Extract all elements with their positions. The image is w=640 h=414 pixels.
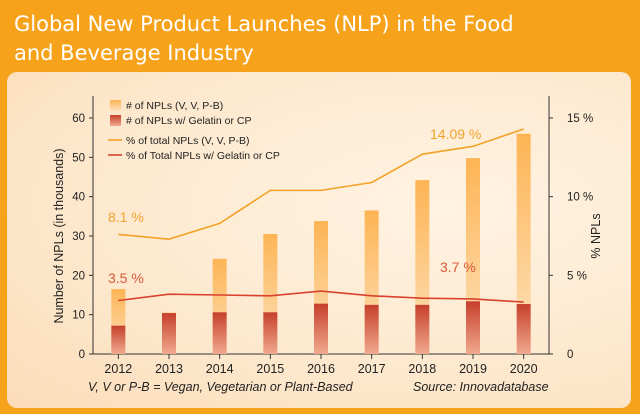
- chart-title-line-1: Global New Product Launches (NLP) in the…: [14, 12, 514, 36]
- source-note: Source: Innovadatabase: [413, 380, 549, 394]
- legend-swatch-gelatin: [110, 115, 121, 126]
- legend-label-gelatin-percent: % of Total NPLs w/ Gelatin or CP: [126, 150, 280, 162]
- annotation-vvpb-end: 14.09 %: [430, 126, 481, 142]
- bar-gelatin: [162, 313, 176, 354]
- y-tick-label: 10: [72, 310, 85, 322]
- line-vvpb-percent: [118, 128, 524, 240]
- x-tick-label: 2016: [307, 362, 335, 376]
- y2-tick-label: 5 %: [567, 270, 587, 282]
- x-tick-label: 2020: [510, 362, 538, 376]
- bar-gelatin: [111, 325, 126, 354]
- x-tick-label: 2017: [358, 362, 386, 376]
- legend-label-vvpb-percent: % of total NPLs (V, V, P-B): [126, 135, 250, 147]
- y2-axis-title: % NPLs: [589, 213, 603, 258]
- annotation-gelatin-start: 3.5 %: [108, 270, 144, 286]
- bar-gelatin: [364, 304, 379, 354]
- x-tick-label: 2013: [155, 362, 183, 376]
- y-tick-label: 30: [72, 231, 85, 243]
- bar-gelatin: [466, 301, 480, 354]
- x-tick-label: 2018: [408, 362, 436, 376]
- y2-tick-label: 10 %: [567, 192, 593, 204]
- bar-gelatin: [263, 312, 278, 354]
- chart-title: Global New Product Launches (NLP) in the…: [14, 10, 614, 68]
- x-tick-label: 2014: [206, 362, 234, 376]
- bar-vvpb: [516, 133, 531, 354]
- y-tick-label: 20: [72, 270, 85, 282]
- annotation-gelatin-end: 3.7 %: [440, 259, 476, 275]
- chart-title-line-2: and Beverage Industry: [14, 41, 254, 65]
- y-tick-label: 40: [72, 192, 85, 204]
- footnote: V, V or P-B = Vegan, Vegetarian or Plant…: [88, 380, 353, 394]
- y-axis-title: Number of NPLs (in thousands): [52, 148, 66, 323]
- legend-label-gelatin: # of NPLs w/ Gelatin or CP: [126, 115, 251, 127]
- line-gelatin-percent: [118, 290, 524, 303]
- y-tick-label: 60: [72, 113, 85, 125]
- y-tick-label: 50: [72, 152, 85, 164]
- y-tick-label: 0: [79, 349, 85, 361]
- bar-gelatin: [314, 303, 328, 354]
- y2-tick-label: 15 %: [567, 113, 593, 125]
- y2-tick-label: 0: [567, 349, 573, 361]
- x-tick-label: 2015: [256, 362, 284, 376]
- x-tick-label: 2012: [104, 362, 132, 376]
- legend-label-vvpb: # of NPLs (V, V, P-B): [126, 100, 223, 112]
- annotation-vvpb-start: 8.1 %: [108, 209, 144, 225]
- bar-gelatin: [212, 312, 227, 354]
- bar-gelatin: [415, 304, 430, 354]
- legend-swatch-vvpb: [110, 100, 121, 111]
- x-tick-label: 2019: [459, 362, 487, 376]
- bar-gelatin: [516, 304, 531, 354]
